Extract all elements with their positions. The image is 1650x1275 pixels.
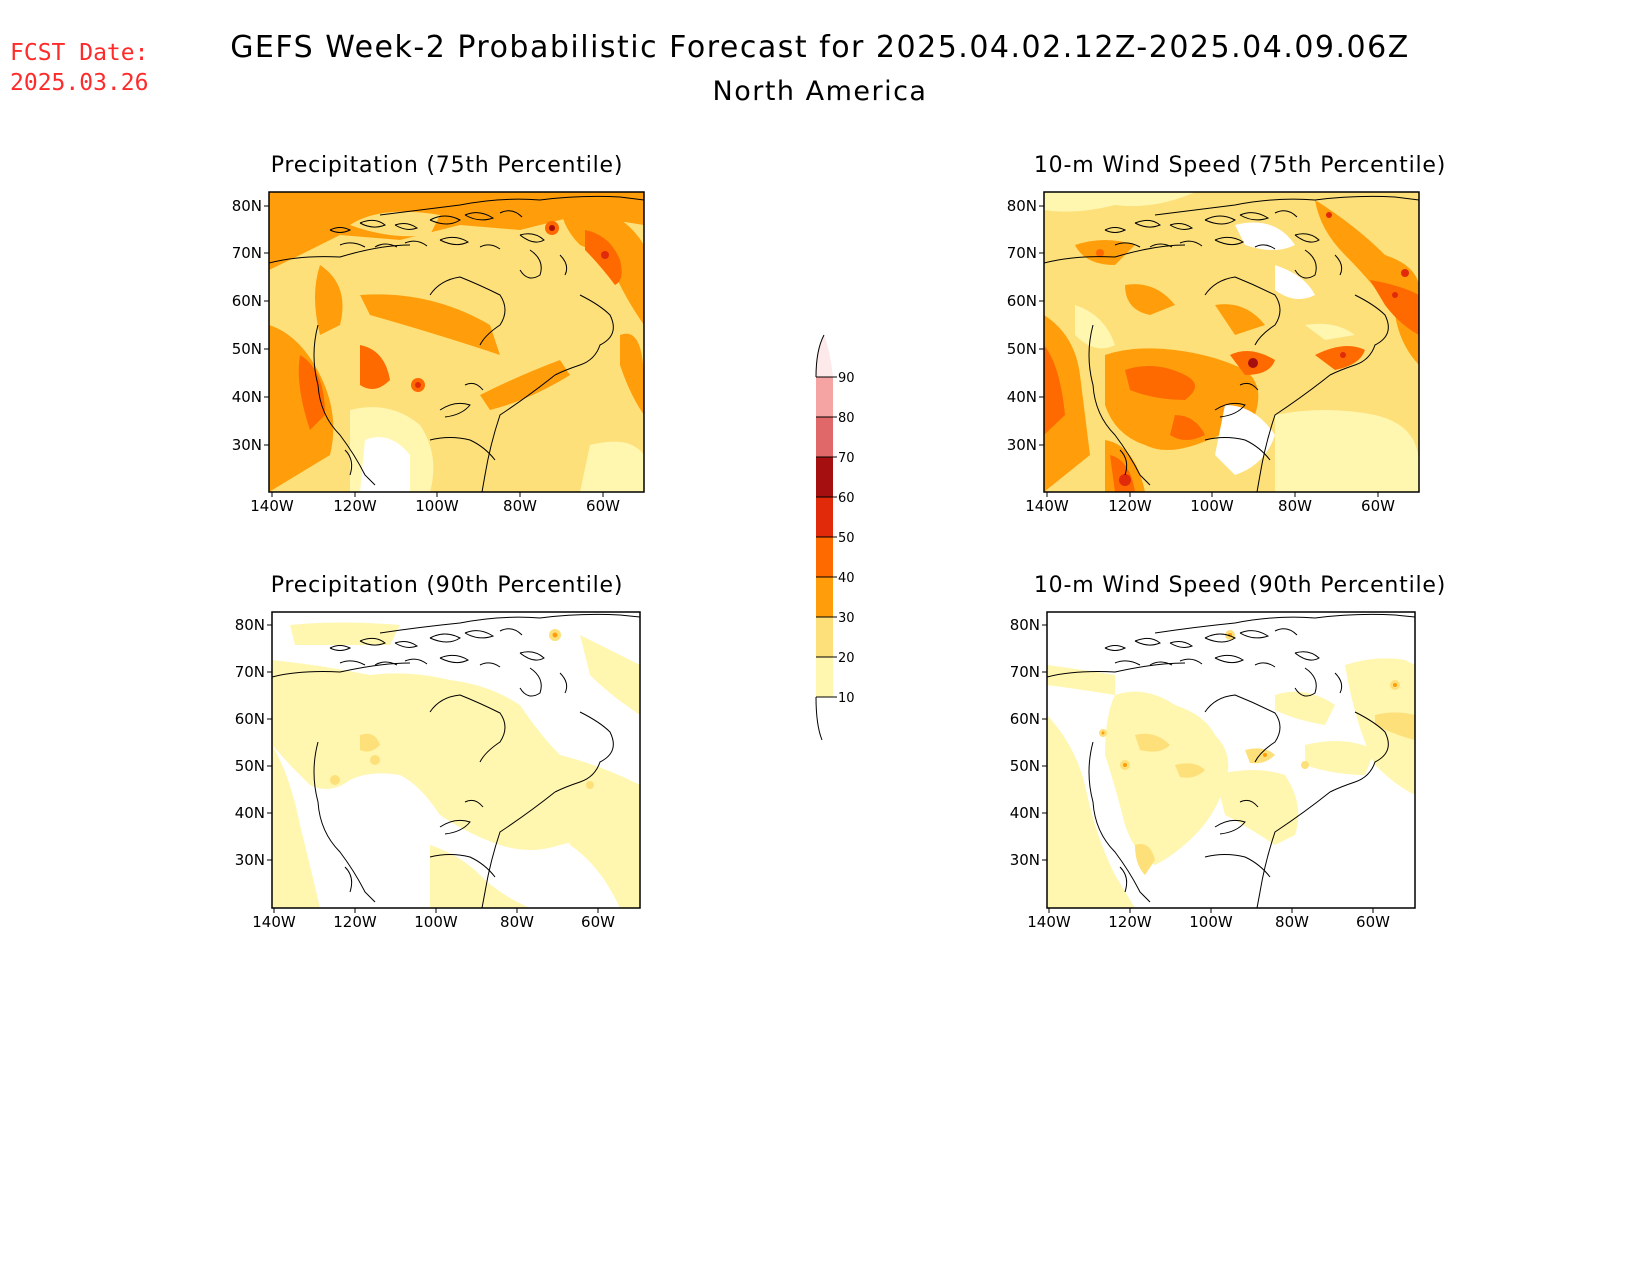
colorbar-label: 10 <box>838 691 855 706</box>
lon-label: 140W <box>250 497 294 515</box>
lat-label: 50N <box>1007 340 1037 358</box>
lon-label: 60W <box>586 497 620 515</box>
colorbar-swatches <box>816 377 833 697</box>
lat-label: 40N <box>235 804 265 822</box>
lat-label: 60N <box>232 292 262 310</box>
lon-label: 140W <box>252 913 296 931</box>
map-precip-75: 80N 70N 60N 50N 40N 30N 140W 120W 100W 8… <box>232 191 645 515</box>
lat-label: 50N <box>232 340 262 358</box>
lon-label: 120W <box>333 497 377 515</box>
lat-label: 70N <box>235 663 265 681</box>
colorbar-swatch <box>816 577 833 617</box>
lon-label: 60W <box>1361 497 1395 515</box>
lon-label: 140W <box>1025 497 1069 515</box>
lon-label: 140W <box>1027 913 1071 931</box>
panel-title-precip-75: Precipitation (75th Percentile) <box>270 153 624 178</box>
lon-label: 80W <box>500 913 534 931</box>
panel-title-precip-90: Precipitation (90th Percentile) <box>270 573 624 598</box>
lat-label: 60N <box>1010 710 1040 728</box>
colorbar-top-arrow <box>816 335 833 377</box>
lon-label: 100W <box>414 913 458 931</box>
colorbar-swatch <box>816 657 833 697</box>
lat-label: 70N <box>1010 663 1040 681</box>
colorbar-label: 30 <box>838 611 855 626</box>
lat-label: 40N <box>1007 388 1037 406</box>
lat-label: 30N <box>1010 851 1040 869</box>
colorbar-swatch <box>816 377 833 417</box>
panel-title-wind-75: 10-m Wind Speed (75th Percentile) <box>1033 153 1447 178</box>
lat-label: 80N <box>232 197 262 215</box>
colorbar-label: 70 <box>838 451 855 466</box>
page-title: GEFS Week-2 Probabilistic Forecast for 2… <box>230 30 1410 65</box>
map-wind-90: 80N 70N 60N 50N 40N 30N 140W 120W 100W 8… <box>1010 611 1416 931</box>
lat-label: 30N <box>1007 436 1037 454</box>
lon-label: 100W <box>1189 913 1233 931</box>
lat-label: 30N <box>232 436 262 454</box>
colorbar-swatch <box>816 497 833 537</box>
colorbar-label: 80 <box>838 411 855 426</box>
forecast-date-block: FCST Date: 2025.03.26 <box>10 38 148 98</box>
colorbar: 90 80 70 60 50 40 30 20 10 <box>815 334 855 741</box>
lon-label: 60W <box>581 913 615 931</box>
colorbar-label: 20 <box>838 651 855 666</box>
forecast-date-value: 2025.03.26 <box>10 70 149 96</box>
colorbar-swatch <box>816 537 833 577</box>
colorbar-label: 50 <box>838 531 855 546</box>
lat-label: 70N <box>232 244 262 262</box>
lat-label: 50N <box>235 757 265 775</box>
lat-label: 60N <box>235 710 265 728</box>
lon-label: 80W <box>503 497 537 515</box>
lon-label: 80W <box>1275 913 1309 931</box>
forecast-date-label: FCST Date: <box>10 40 149 66</box>
panel-title-wind-90: 10-m Wind Speed (90th Percentile) <box>1033 573 1447 598</box>
lat-label: 30N <box>235 851 265 869</box>
colorbar-label: 40 <box>838 571 855 586</box>
lat-label: 50N <box>1010 757 1040 775</box>
colorbar-swatch <box>816 617 833 657</box>
lat-label: 60N <box>1007 292 1037 310</box>
lon-label: 100W <box>415 497 459 515</box>
lat-label: 80N <box>235 616 265 634</box>
colorbar-swatch <box>816 417 833 457</box>
colorbar-label: 60 <box>838 491 855 506</box>
page-subtitle: North America <box>712 76 928 107</box>
lon-label: 80W <box>1278 497 1312 515</box>
colorbar-swatch <box>816 457 833 497</box>
lat-label: 70N <box>1007 244 1037 262</box>
lat-label: 80N <box>1007 197 1037 215</box>
map-precip-90: 80N 70N 60N 50N 40N 30N 140W 120W 100W 8… <box>235 611 641 931</box>
lon-label: 120W <box>1108 913 1152 931</box>
lon-label: 120W <box>333 913 377 931</box>
lon-label: 120W <box>1108 497 1152 515</box>
lat-label: 40N <box>1010 804 1040 822</box>
lat-label: 80N <box>1010 616 1040 634</box>
lon-label: 100W <box>1190 497 1234 515</box>
lon-label: 60W <box>1356 913 1390 931</box>
lat-label: 40N <box>232 388 262 406</box>
colorbar-label: 90 <box>838 371 855 386</box>
map-wind-75: 80N 70N 60N 50N 40N 30N 140W 120W 100W 8… <box>1007 191 1420 515</box>
